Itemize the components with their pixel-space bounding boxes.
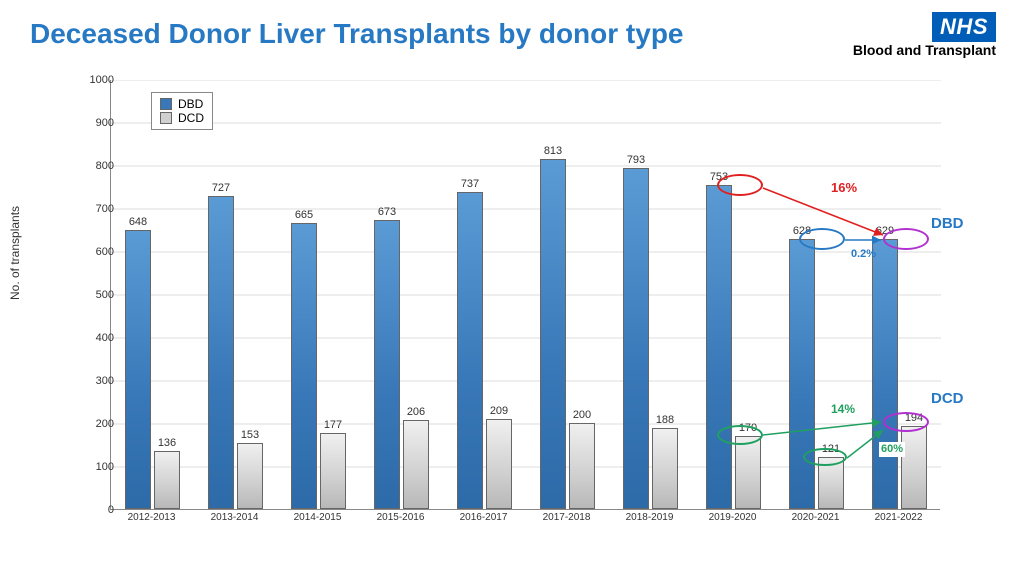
bar-dbd bbox=[291, 223, 317, 509]
ytick: 100 bbox=[96, 461, 114, 473]
legend-dcd: DCD bbox=[160, 111, 204, 125]
bar-dbd bbox=[789, 239, 815, 509]
nhs-subtitle: Blood and Transplant bbox=[853, 42, 996, 58]
bar-dcd bbox=[901, 426, 927, 509]
ytick: 400 bbox=[96, 332, 114, 344]
val-dcd: 153 bbox=[230, 429, 270, 441]
pct-02: 0.2% bbox=[851, 248, 876, 260]
ytick: 900 bbox=[96, 117, 114, 129]
pct-16: 16% bbox=[831, 180, 857, 195]
legend-label-dcd: DCD bbox=[178, 111, 204, 125]
bar-chart: 648 136 727 153 665 177 673 206 737 209 813 200 793 1… bbox=[80, 70, 950, 530]
bar-dbd bbox=[540, 159, 566, 509]
ellipse-194 bbox=[883, 412, 929, 432]
plot-area: 648 136 727 153 665 177 673 206 737 209 813 200 793 1… bbox=[110, 80, 940, 510]
xtick: 2020-2021 bbox=[774, 512, 857, 523]
bar-dbd bbox=[623, 168, 649, 509]
ytick: 200 bbox=[96, 418, 114, 430]
swatch-dbd bbox=[160, 98, 172, 110]
bar-dbd bbox=[457, 192, 483, 509]
label-dcd: DCD bbox=[931, 390, 964, 407]
label-dbd: DBD bbox=[931, 215, 964, 232]
xtick: 2014-2015 bbox=[276, 512, 359, 523]
pct-60: 60% bbox=[879, 442, 905, 457]
bars-container: 648 136 727 153 665 177 673 206 737 209 813 200 793 1… bbox=[111, 80, 940, 509]
val-dcd: 177 bbox=[313, 419, 353, 431]
ytick: 600 bbox=[96, 246, 114, 258]
val-dcd: 209 bbox=[479, 405, 519, 417]
ellipse-753 bbox=[717, 174, 763, 196]
bar-dbd bbox=[374, 220, 400, 509]
val-dbd: 665 bbox=[284, 209, 324, 221]
ytick: 300 bbox=[96, 375, 114, 387]
xtick: 2019-2020 bbox=[691, 512, 774, 523]
val-dbd: 737 bbox=[450, 178, 490, 190]
xtick: 2021-2022 bbox=[857, 512, 940, 523]
val-dbd: 813 bbox=[533, 145, 573, 157]
val-dbd: 727 bbox=[201, 182, 241, 194]
bar-dcd bbox=[154, 451, 180, 509]
ytick: 1000 bbox=[90, 74, 114, 86]
bar-dbd bbox=[706, 185, 732, 509]
legend-label-dbd: DBD bbox=[178, 97, 203, 111]
val-dcd: 200 bbox=[562, 409, 602, 421]
ellipse-121 bbox=[803, 448, 847, 466]
xtick: 2015-2016 bbox=[359, 512, 442, 523]
y-axis-label: No. of transplants bbox=[8, 206, 22, 300]
bar-dcd bbox=[486, 419, 512, 509]
xtick: 2013-2014 bbox=[193, 512, 276, 523]
bar-dcd bbox=[735, 436, 761, 509]
bar-dcd bbox=[403, 420, 429, 509]
bar-dcd bbox=[569, 423, 595, 509]
ytick: 700 bbox=[96, 203, 114, 215]
nhs-logo: NHS bbox=[932, 12, 996, 42]
chart-title: Deceased Donor Liver Transplants by dono… bbox=[30, 18, 684, 50]
swatch-dcd bbox=[160, 112, 172, 124]
bar-dbd bbox=[872, 239, 898, 509]
xtick: 2018-2019 bbox=[608, 512, 691, 523]
val-dbd: 793 bbox=[616, 154, 656, 166]
val-dbd: 673 bbox=[367, 206, 407, 218]
xtick: 2017-2018 bbox=[525, 512, 608, 523]
xtick: 2012-2013 bbox=[110, 512, 193, 523]
legend: DBD DCD bbox=[151, 92, 213, 130]
ellipse-628 bbox=[799, 228, 845, 250]
val-dcd: 188 bbox=[645, 414, 685, 426]
bar-dbd bbox=[125, 230, 151, 509]
val-dbd: 648 bbox=[118, 216, 158, 228]
ellipse-170 bbox=[717, 425, 763, 445]
bar-dbd bbox=[208, 196, 234, 509]
bar-dcd bbox=[237, 443, 263, 509]
ytick: 500 bbox=[96, 289, 114, 301]
xtick: 2016-2017 bbox=[442, 512, 525, 523]
pct-14: 14% bbox=[831, 402, 855, 416]
val-dcd: 136 bbox=[147, 437, 187, 449]
val-dcd: 206 bbox=[396, 406, 436, 418]
legend-dbd: DBD bbox=[160, 97, 204, 111]
bar-dcd bbox=[320, 433, 346, 509]
bar-dcd bbox=[652, 428, 678, 509]
ytick: 800 bbox=[96, 160, 114, 172]
ellipse-629 bbox=[883, 228, 929, 250]
